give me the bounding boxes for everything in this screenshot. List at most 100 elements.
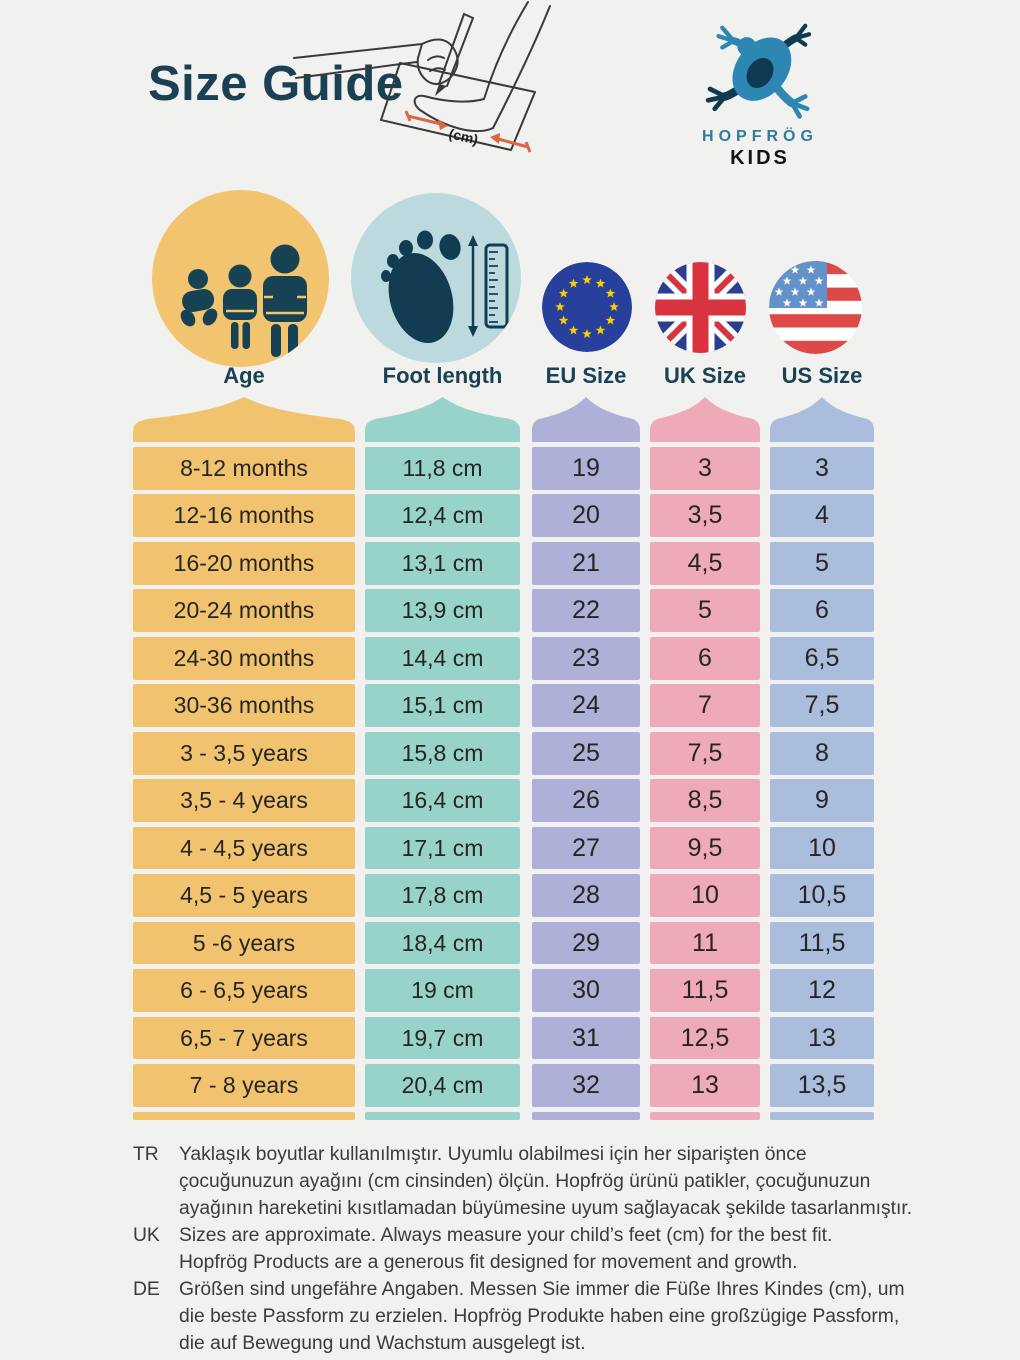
table-cell: 17,1 cm xyxy=(365,826,520,870)
eu-icon-circle xyxy=(542,262,632,352)
column-label-eu: EU Size xyxy=(545,363,627,388)
column-arch xyxy=(365,397,520,442)
column-label-age: Age xyxy=(223,363,265,388)
foot-ruler-icon xyxy=(381,230,509,344)
family-icon xyxy=(180,244,307,357)
table-cell: 8,5 xyxy=(650,779,760,822)
age-icon-circle xyxy=(152,190,329,367)
note-uk: UK Sizes are approximate. Always measure … xyxy=(133,1222,943,1276)
table-cell: 6,5 - 7 years xyxy=(133,1016,355,1060)
table-cell: 3 xyxy=(650,447,760,490)
table-column-foot: 11,8 cm 12,4 cm 13,1 cm 13,9 cm 14,4 cm 15,1 … xyxy=(365,397,520,1120)
note-line: Größen sind ungefähre Angaben. Messen Si… xyxy=(179,1279,905,1300)
us-flag-icon xyxy=(769,261,862,354)
column-strip-cut xyxy=(133,1111,355,1120)
table-cell: 13 xyxy=(770,1016,874,1060)
column-label-uk: UK Size xyxy=(664,363,746,388)
table-cell: 11 xyxy=(650,921,760,965)
table-cell: 31 xyxy=(532,1016,640,1060)
note-text: Sizes are approximate. Always measure yo… xyxy=(179,1222,943,1276)
table-cell: 19 xyxy=(532,447,640,490)
table-cell: 7,5 xyxy=(650,731,760,775)
table-cell: 4 - 4,5 years xyxy=(133,826,355,870)
table-cell: 7 xyxy=(650,684,760,728)
table-cell: 17,8 cm xyxy=(365,874,520,917)
table-cell: 12 xyxy=(770,969,874,1012)
table-cell: 13,5 xyxy=(770,1064,874,1107)
table-cell: 20,4 cm xyxy=(365,1064,520,1107)
table-cell: 15,1 cm xyxy=(365,684,520,728)
note-code: TR xyxy=(133,1144,159,1165)
eu-flag-icon xyxy=(542,262,632,352)
table-cell: 10 xyxy=(650,874,760,917)
note-line: Yaklaşık boyutlar kullanılmıştır. Uyumlu… xyxy=(179,1144,807,1165)
brand-sub: KIDS xyxy=(730,147,790,169)
table-cell: 16-20 months xyxy=(133,541,355,585)
table-column-us: 3 4 5 6 6,5 7,5 8 9 10 10,5 11,5 12 13 13,5 xyxy=(770,397,874,1120)
table-cell: 24 xyxy=(532,684,640,728)
table-cell: 7 - 8 years xyxy=(133,1064,355,1107)
page-title: Size Guide xyxy=(148,57,404,111)
table-cell: 27 xyxy=(532,826,640,870)
table-cell: 11,8 cm xyxy=(365,447,520,490)
cm-caption: (cm) xyxy=(447,125,479,147)
table-cell: 6,5 xyxy=(770,636,874,680)
uk-flag-icon xyxy=(655,262,746,353)
note-line: die beste Passform zu erzielen. Hopfrög … xyxy=(179,1306,900,1327)
table-cell: 10 xyxy=(770,826,874,870)
size-table: 8-12 months 12-16 months 16-20 months 20-24… xyxy=(133,397,874,1120)
table-column-uk: 3 3,5 4,5 5 6 7 7,5 8,5 9,5 10 11 11,5 12,5 13 xyxy=(650,397,760,1120)
table-column-eu: 19 20 21 22 23 24 25 26 27 28 29 30 31 32 xyxy=(532,397,640,1120)
note-line: çocuğunuzun ayağını (cm cinsinden) ölçün… xyxy=(179,1171,871,1192)
table-cell: 3 - 3,5 years xyxy=(133,731,355,775)
table-cell: 4,5 xyxy=(650,541,760,585)
us-icon-circle xyxy=(769,261,862,354)
table-cell: 25 xyxy=(532,731,640,775)
table-cell: 11,5 xyxy=(770,921,874,965)
table-cell: 3,5 - 4 years xyxy=(133,779,355,822)
table-cell: 3 xyxy=(770,447,874,490)
table-cell: 23 xyxy=(532,636,640,680)
brand-name: HOPFRÖG xyxy=(702,128,818,145)
table-cell: 7,5 xyxy=(770,684,874,728)
table-cell: 26 xyxy=(532,779,640,822)
table-cell: 13,9 cm xyxy=(365,589,520,633)
note-line: die auf Bewegung und Wachstum ausgelegt … xyxy=(179,1333,586,1354)
note-line: Sizes are approximate. Always measure yo… xyxy=(179,1225,833,1246)
table-cell: 12,5 xyxy=(650,1016,760,1060)
table-cell: 12,4 cm xyxy=(365,494,520,538)
table-column-age: 8-12 months 12-16 months 16-20 months 20-24… xyxy=(133,397,355,1120)
table-cell: 15,8 cm xyxy=(365,731,520,775)
frog-icon xyxy=(705,23,812,119)
table-cell: 19 cm xyxy=(365,969,520,1012)
table-cell: 19,7 cm xyxy=(365,1016,520,1060)
column-strip-cut xyxy=(532,1111,640,1120)
table-cell: 29 xyxy=(532,921,640,965)
note-line: Hopfrög Products are a generous fit desi… xyxy=(179,1252,798,1273)
table-cell: 8-12 months xyxy=(133,447,355,490)
notes-section: TR Yaklaşık boyutlar kullanılmıştır. Uyum… xyxy=(133,1141,943,1357)
note-text: Yaklaşık boyutlar kullanılmıştır. Uyumlu… xyxy=(179,1141,943,1222)
table-cell: 13 xyxy=(650,1064,760,1107)
table-cell: 30 xyxy=(532,969,640,1012)
table-cell: 4,5 - 5 years xyxy=(133,874,355,917)
table-cell: 12-16 months xyxy=(133,494,355,538)
brand-logo: HOPFRÖG KIDS xyxy=(676,20,844,170)
table-cell: 14,4 cm xyxy=(365,636,520,680)
column-strip-cut xyxy=(365,1111,520,1120)
table-cell: 5 xyxy=(770,541,874,585)
note-code: UK xyxy=(133,1225,160,1246)
note-tr: TR Yaklaşık boyutlar kullanılmıştır. Uyum… xyxy=(133,1141,943,1222)
table-cell: 6 - 6,5 years xyxy=(133,969,355,1012)
column-strip-cut xyxy=(650,1111,760,1120)
table-cell: 32 xyxy=(532,1064,640,1107)
table-cell: 20-24 months xyxy=(133,589,355,633)
table-cell: 30-36 months xyxy=(133,684,355,728)
foot-measuring-illustration: (cm) xyxy=(293,1,551,153)
note-text: Größen sind ungefähre Angaben. Messen Si… xyxy=(179,1276,943,1357)
table-cell: 10,5 xyxy=(770,874,874,917)
column-label-foot: Foot length xyxy=(382,363,503,388)
table-cell: 8 xyxy=(770,731,874,775)
note-de: DE Größen sind ungefähre Angaben. Messen … xyxy=(133,1276,943,1357)
